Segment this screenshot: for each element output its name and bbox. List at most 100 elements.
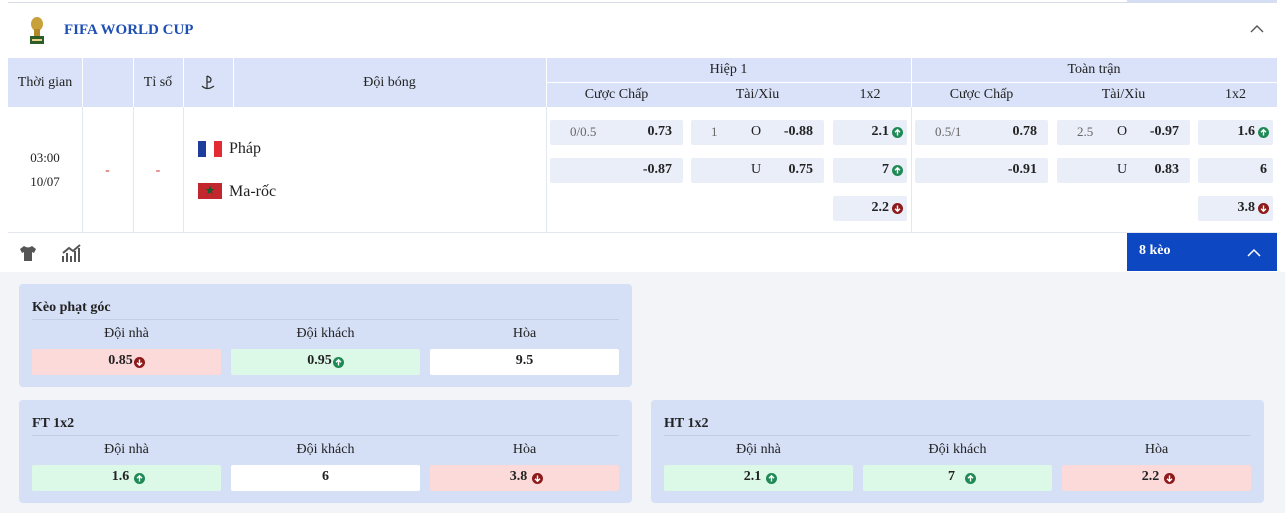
- shirt-icon[interactable]: [19, 245, 37, 262]
- over-odds: -0.88: [783, 124, 813, 139]
- header-score: Tỉ số: [143, 74, 173, 90]
- panel-column: Đội khách: [928, 442, 987, 457]
- header-time: Thời gian: [17, 74, 73, 90]
- odds-box[interactable]: [430, 349, 619, 375]
- trend-down: [1258, 203, 1269, 214]
- league-title: FIFA WORLD CUP: [64, 22, 194, 38]
- ou-line: 2.5: [1077, 124, 1094, 139]
- panel-odds: 1.6: [111, 469, 130, 484]
- over-label: O: [751, 124, 762, 139]
- row-separator: [82, 107, 83, 232]
- odds-box[interactable]: [550, 120, 683, 145]
- odds-box[interactable]: [32, 349, 221, 375]
- flag-france: [198, 141, 222, 157]
- trend-up: [892, 165, 903, 176]
- handicap-home: 0.78: [1012, 124, 1038, 139]
- top-border: [8, 2, 1277, 3]
- flag-morocco: [198, 183, 222, 199]
- handicap-line: 0/0.5: [570, 124, 597, 139]
- sport-icon: [201, 75, 215, 90]
- panel-odds: 2.1: [743, 469, 762, 484]
- odds-box[interactable]: [915, 158, 1048, 183]
- odds-box[interactable]: [550, 158, 683, 183]
- collapse-chevron[interactable]: [1250, 24, 1264, 34]
- trend-up: [965, 473, 976, 484]
- panel-odds: 6: [322, 469, 329, 484]
- header-separator: [183, 58, 184, 107]
- panel-divider: [32, 319, 619, 320]
- odds-box[interactable]: [863, 465, 1052, 491]
- score-away: -: [155, 163, 161, 178]
- trend-down: [532, 473, 543, 484]
- header-handicap: Cược Chấp: [584, 86, 649, 102]
- match-time: 03:00: [30, 150, 60, 165]
- trend-up: [134, 473, 145, 484]
- more-button-label: 8 kèo: [1139, 243, 1171, 258]
- header-separator: [546, 82, 1277, 83]
- odds-box[interactable]: [1057, 120, 1190, 145]
- panel-title: HT 1x2: [664, 416, 709, 431]
- trend-up: [1258, 127, 1269, 138]
- header-first-half: Hiệp 1: [709, 62, 748, 77]
- odds-box[interactable]: [691, 120, 824, 145]
- row-separator: [911, 107, 912, 232]
- header-handicap: Cược Chấp: [949, 86, 1014, 102]
- trophy-icon: [30, 17, 44, 44]
- header-separator: [233, 58, 234, 107]
- panel-title: FT 1x2: [32, 416, 75, 431]
- panel-divider: [32, 435, 619, 436]
- panel-divider: [664, 435, 1251, 436]
- odds-box[interactable]: [664, 465, 853, 491]
- panel-column: Đội nhà: [736, 442, 781, 457]
- panel-column: Hòa: [512, 442, 537, 457]
- odds-box[interactable]: [1198, 158, 1273, 183]
- odds-box[interactable]: [1057, 158, 1190, 183]
- match-date: 10/07: [30, 174, 60, 189]
- over-label: O: [1117, 124, 1128, 139]
- header-over-under: Tài/Xỉu: [1101, 86, 1146, 102]
- handicap-away: -0.91: [1007, 162, 1037, 177]
- panel-odds: 0.95: [307, 353, 332, 368]
- away-team: Ma-rốc: [229, 183, 277, 200]
- panel-odds: 7: [948, 469, 955, 484]
- odds-box[interactable]: [231, 465, 420, 491]
- x12-odds: 7: [882, 162, 889, 177]
- score-home: -: [105, 163, 110, 178]
- trend-up: [892, 127, 903, 138]
- x12-odds: 3.8: [1237, 200, 1256, 215]
- row-separator: [183, 107, 184, 232]
- header-teams: Đội bóng: [363, 74, 416, 90]
- panel-column: Hòa: [512, 326, 537, 341]
- over-odds: -0.97: [1149, 124, 1179, 139]
- handicap-line: 0.5/1: [935, 124, 962, 139]
- trend-up: [766, 473, 777, 484]
- divider: [8, 232, 1277, 233]
- x12-odds: 6: [1260, 162, 1267, 177]
- more-chevron: [1247, 248, 1261, 257]
- odds-box[interactable]: [915, 120, 1048, 145]
- odds-box[interactable]: [231, 349, 420, 375]
- stats-icon[interactable]: [61, 244, 83, 263]
- panel-column: Đội nhà: [104, 442, 149, 457]
- row-separator: [133, 107, 134, 232]
- handicap-away: -0.87: [642, 162, 672, 177]
- panel-title: Kèo phạt góc: [32, 300, 111, 315]
- home-team: Pháp: [229, 140, 261, 157]
- odds-box[interactable]: [691, 158, 824, 183]
- tab-edge: [1127, 0, 1277, 3]
- panel-column: Đội nhà: [104, 326, 149, 341]
- header-over-under: Tài/Xỉu: [735, 86, 780, 102]
- handicap-home: 0.73: [647, 124, 673, 139]
- header-1x2: 1x2: [859, 86, 881, 102]
- trend-down: [1164, 473, 1175, 484]
- header-separator: [82, 58, 83, 107]
- odds-box[interactable]: [1062, 465, 1251, 491]
- x12-odds: 2.1: [871, 124, 890, 139]
- panel-column: Đội khách: [296, 326, 355, 341]
- row-separator: [546, 107, 547, 232]
- odds-box[interactable]: [32, 465, 221, 491]
- header-separator: [133, 58, 134, 107]
- odds-box[interactable]: [430, 465, 619, 491]
- panel-odds: 0.85: [108, 353, 133, 368]
